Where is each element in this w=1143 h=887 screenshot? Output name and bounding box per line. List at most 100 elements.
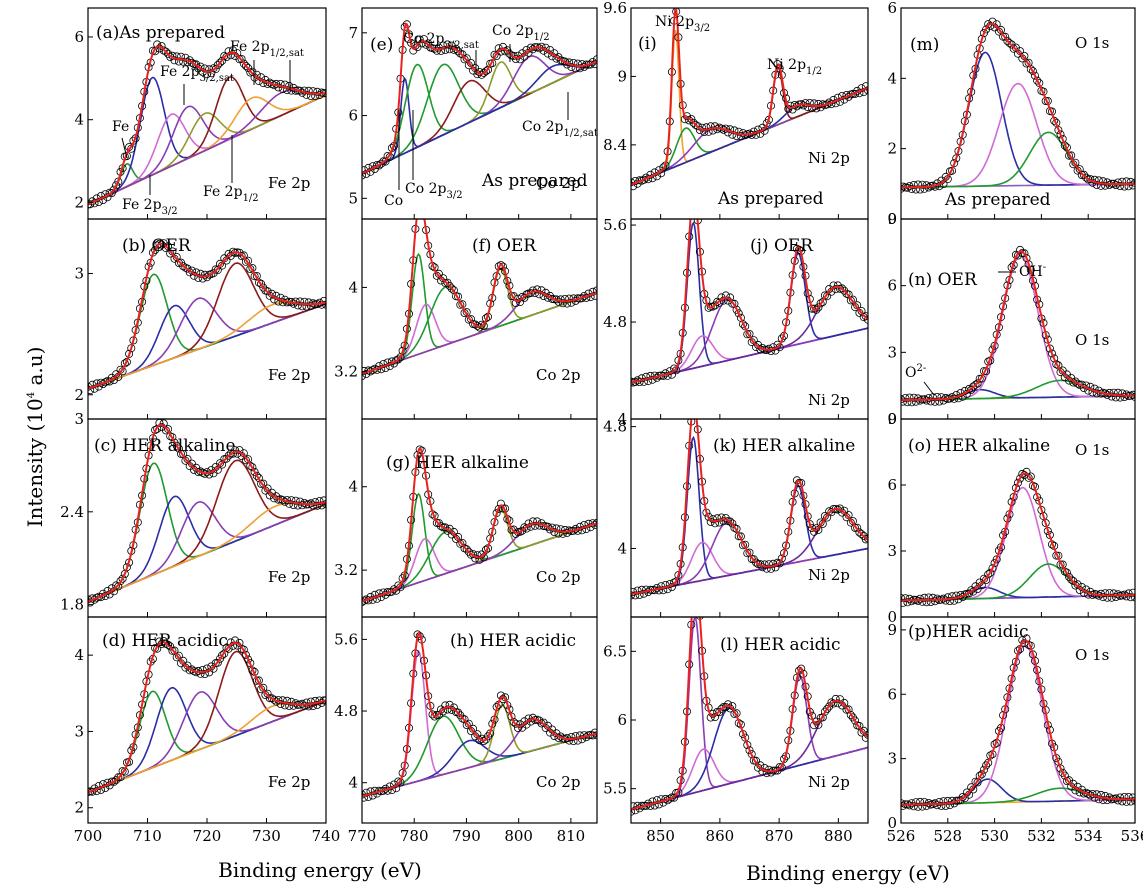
data-point (567, 63, 576, 72)
data-point (1124, 589, 1133, 598)
data-point (222, 53, 231, 62)
data-point (479, 737, 488, 746)
data-point (962, 788, 971, 797)
data-point (752, 558, 761, 567)
data-point (1101, 589, 1110, 598)
data-point (116, 577, 125, 586)
data-point (767, 346, 776, 355)
data-point (319, 496, 326, 505)
panel-frame (361, 616, 598, 824)
data-point (1079, 170, 1088, 179)
x-tick-label: 710 (133, 827, 162, 845)
data-point (511, 719, 520, 728)
x-tick-label: 790 (452, 827, 481, 845)
y-tick-label: 1.8 (60, 596, 84, 614)
data-point (920, 593, 929, 602)
data-point (224, 47, 233, 56)
y-tick-label: 3.2 (334, 561, 358, 579)
y-tick-label: 0 (887, 410, 897, 428)
data-point (922, 598, 931, 607)
data-point (319, 297, 326, 305)
data-point (831, 694, 840, 703)
data-point (151, 245, 160, 254)
data-point (181, 53, 190, 62)
element-label: O 1s (1075, 441, 1109, 459)
data-point (377, 159, 386, 168)
data-point (578, 735, 587, 744)
y-tick-label: 0 (887, 814, 897, 832)
panel-b-plot (88, 239, 326, 395)
x-tick-label: 780 (400, 827, 429, 845)
data-point (853, 523, 862, 532)
data-point (218, 651, 227, 660)
data-point (732, 131, 741, 140)
data-point (975, 374, 984, 383)
data-point (1124, 182, 1133, 191)
data-point (441, 45, 450, 54)
data-point (1033, 76, 1042, 85)
envelope-fit (631, 219, 868, 384)
envelope-fit (362, 22, 597, 175)
data-point (196, 669, 205, 678)
data-point (918, 597, 927, 606)
fit-component (631, 252, 868, 384)
envelope-fit (901, 22, 1135, 189)
data-point (554, 529, 563, 538)
data-point (567, 298, 576, 307)
data-point (1103, 178, 1112, 187)
data-point (1120, 182, 1129, 191)
x-tick-label: 730 (252, 827, 281, 845)
data-point (1050, 354, 1059, 363)
data-point (1071, 581, 1080, 590)
data-point (496, 499, 505, 508)
data-point (1062, 568, 1071, 577)
data-point (924, 593, 933, 602)
panel-j: 4 4.8 5.6 (j) OER Ni 2p (603, 216, 869, 428)
data-point (270, 695, 279, 704)
data-point (533, 285, 542, 294)
data-point (571, 732, 580, 741)
data-point (631, 591, 640, 600)
data-point (381, 363, 390, 372)
element-label: Co 2p (536, 174, 580, 192)
data-point (88, 598, 95, 607)
data-point (593, 518, 597, 527)
data-point (1107, 593, 1116, 602)
data-point (263, 689, 272, 698)
panel-a-annotations: Fe Fe 2p3/2,sat Fe 2p1/2,sat Fe 2p3/2 Fe… (112, 39, 304, 217)
data-point (174, 57, 183, 66)
panel-i: 8.4 9 9.6 (i) Ni 2p (603, 0, 869, 220)
data-point (941, 801, 950, 810)
data-point (573, 59, 582, 68)
panel-n-annotations: OH- O2- (905, 262, 1046, 396)
data-point (1075, 165, 1084, 174)
data-point (857, 530, 866, 539)
data-point (445, 281, 454, 290)
data-point (88, 200, 95, 209)
data-point (1118, 797, 1127, 806)
annot-fe: Fe (112, 119, 129, 135)
data-point (771, 563, 780, 572)
fit-component (901, 644, 1135, 806)
data-point (473, 730, 482, 739)
data-point (118, 574, 127, 583)
data-point (196, 269, 205, 278)
element-label: O 1s (1075, 331, 1109, 349)
data-point (304, 86, 313, 95)
x-tick-label: 740 (312, 827, 341, 845)
data-point (973, 379, 982, 388)
data-point (950, 596, 959, 605)
data-point (306, 697, 315, 706)
data-point (969, 382, 978, 391)
data-point (752, 130, 761, 139)
data-point (982, 761, 991, 770)
data-point (462, 721, 471, 730)
data-point (905, 393, 914, 402)
data-point (537, 286, 546, 295)
panel-title: (d) HER acidic (102, 631, 228, 651)
data-point (935, 798, 944, 807)
panel-e-plot (362, 20, 597, 180)
x-tick-label: 532 (1027, 827, 1056, 845)
y-tick-label: 2 (74, 799, 84, 817)
data-point (372, 594, 381, 603)
